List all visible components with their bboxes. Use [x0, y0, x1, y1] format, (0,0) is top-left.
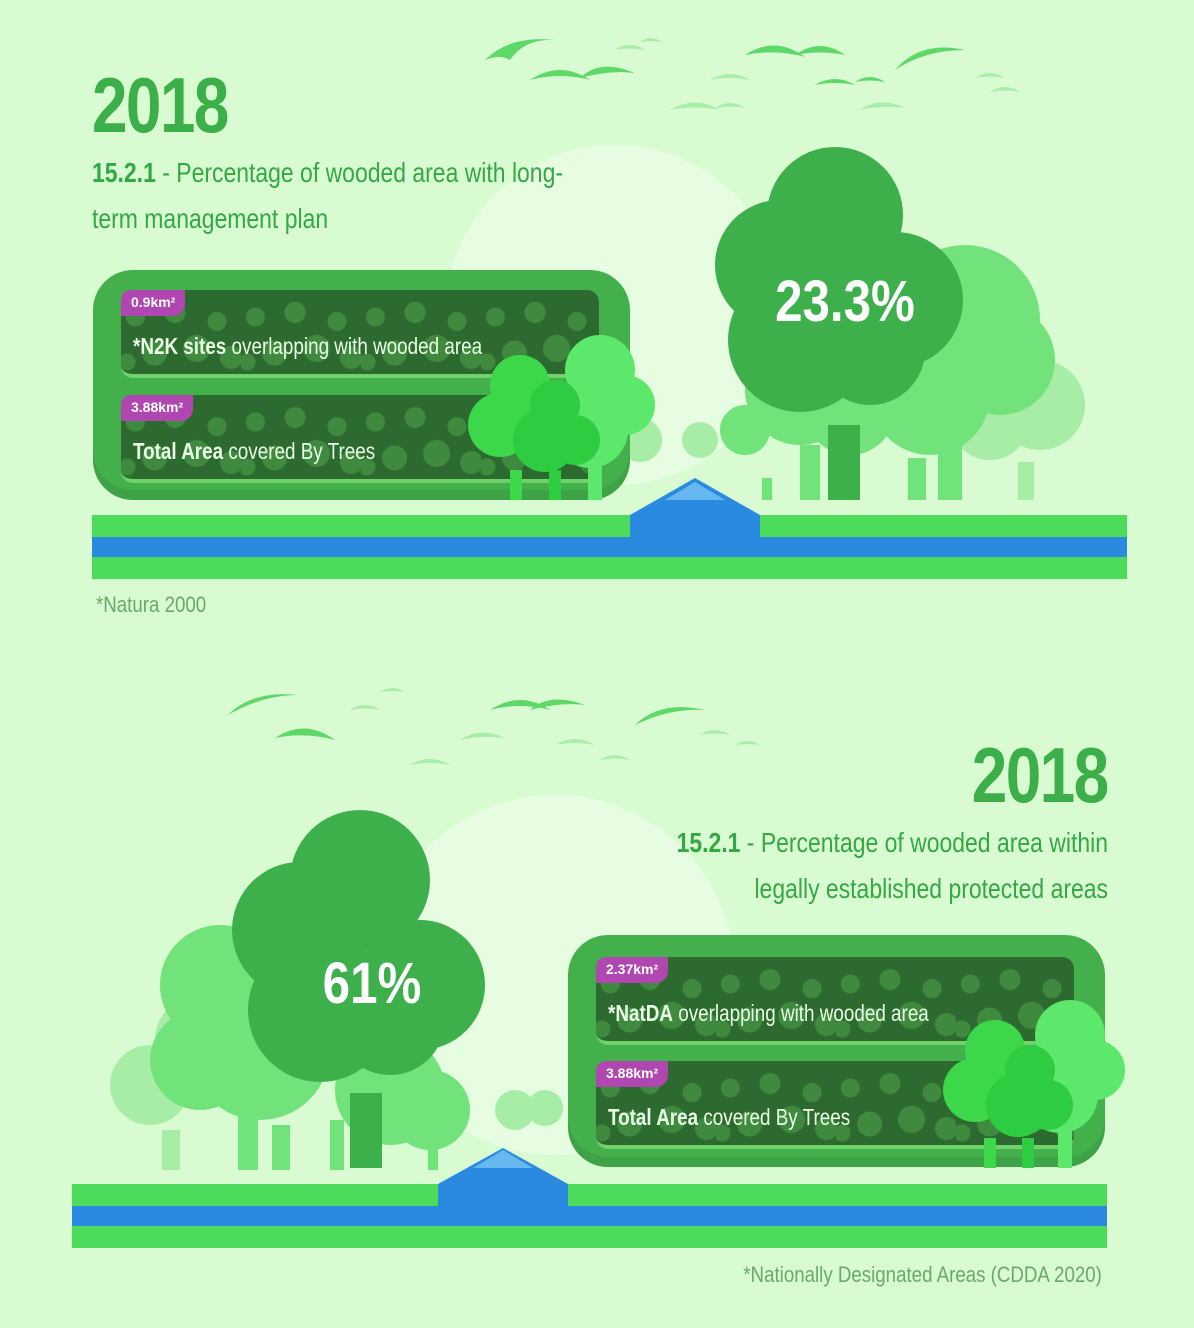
indicator-text-1: - Percentage of wooded area with long-te… — [92, 157, 564, 234]
year-title-1: 2018 — [92, 61, 229, 149]
percentage-value-2: 61% — [322, 951, 422, 1016]
stat-badge: 2.37km² — [596, 957, 669, 983]
stat-strip-natda: 2.37km² *NatDA overlapping with wooded a… — [596, 957, 1074, 1045]
ground-2-water — [72, 1206, 1107, 1226]
stat-badge: 3.88km² — [121, 395, 194, 421]
birds-2-light — [350, 688, 760, 765]
ground-2-top — [72, 1184, 1107, 1206]
stat-label: Total Area covered By Trees — [133, 438, 376, 464]
ground-1-bottom — [92, 557, 1127, 579]
footnote-1: *Natura 2000 — [96, 592, 207, 617]
indicator-heading-2: 15.2.1 - Percentage of wooded area withi… — [649, 820, 1108, 912]
birds-1-light — [615, 38, 1020, 110]
year-title-2: 2018 — [972, 731, 1109, 819]
stats-card-1: 0.9km² *N2K sites overlapping with woode… — [93, 270, 630, 500]
stat-strip-total-area: 3.88km² Total Area covered By Trees — [121, 395, 599, 483]
river-2 — [438, 1148, 568, 1208]
ground-2-bottom — [72, 1226, 1107, 1248]
stat-strip-n2k: 0.9km² *N2K sites overlapping with woode… — [121, 290, 599, 378]
stat-strip-total-area: 3.88km² Total Area covered By Trees — [596, 1061, 1074, 1149]
percentage-value-1: 23.3% — [775, 269, 915, 334]
ground-1-top — [92, 515, 1127, 537]
stat-label: *N2K sites overlapping with wooded area — [133, 333, 483, 359]
stat-badge: 0.9km² — [121, 290, 186, 316]
stat-badge: 3.88km² — [596, 1061, 669, 1087]
indicator-code-2: 15.2.1 — [676, 827, 741, 858]
stat-label: *NatDA overlapping with wooded area — [608, 1000, 929, 1026]
indicator-code-1: 15.2.1 — [92, 157, 156, 188]
stat-label: Total Area covered By Trees — [608, 1104, 851, 1130]
birds-2 — [228, 694, 705, 740]
big-tree-1 — [715, 147, 963, 500]
stats-card-2: 2.37km² *NatDA overlapping with wooded a… — [568, 935, 1105, 1167]
birds-1 — [485, 39, 965, 85]
river-1 — [630, 478, 760, 540]
footnote-2: *Nationally Designated Areas (CDDA 2020) — [743, 1262, 1102, 1287]
indicator-heading-1: 15.2.1 - Percentage of wooded area with … — [92, 150, 600, 242]
ground-1-water — [92, 537, 1127, 557]
big-tree-2 — [232, 810, 485, 1168]
indicator-text-2: - Percentage of wooded area within legal… — [740, 827, 1108, 904]
